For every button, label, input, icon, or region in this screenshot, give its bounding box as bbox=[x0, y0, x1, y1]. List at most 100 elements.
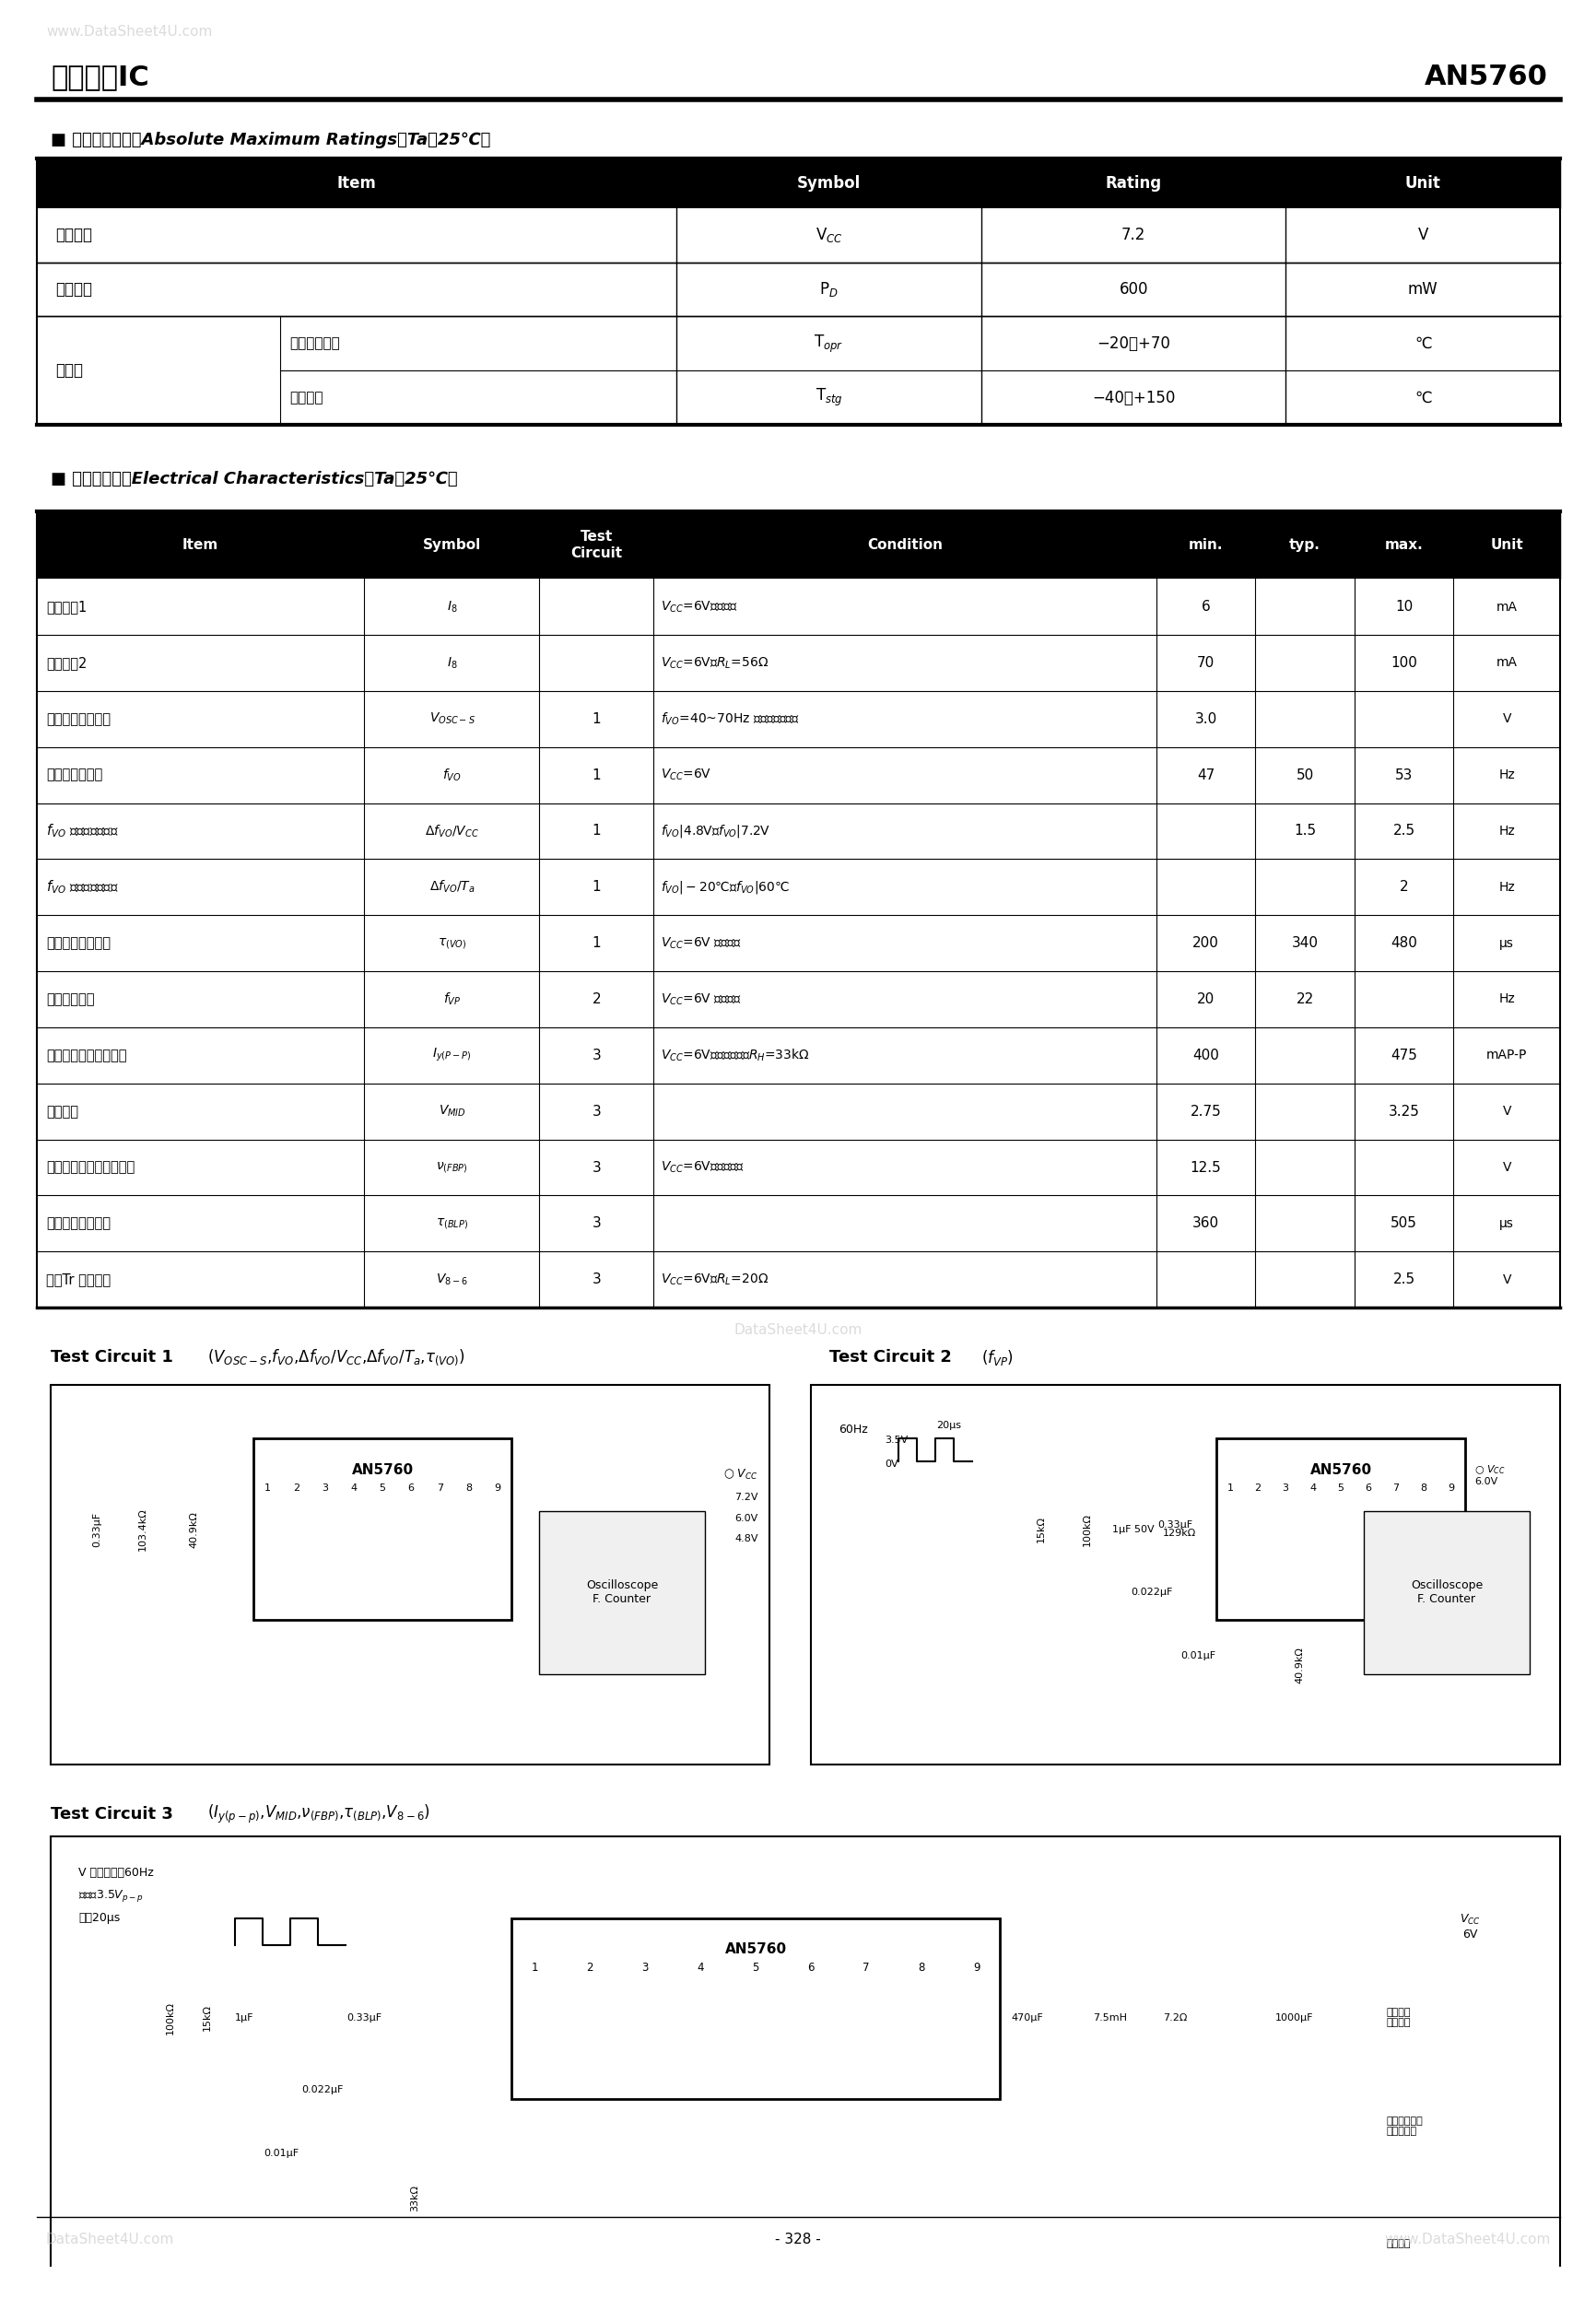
Text: typ.: typ. bbox=[1288, 538, 1320, 552]
Text: 6: 6 bbox=[1365, 1483, 1371, 1492]
Bar bbox=[37, 859, 1559, 915]
Text: Symbol: Symbol bbox=[796, 176, 860, 192]
Text: 帰線消去パルス幅: 帰線消去パルス幅 bbox=[46, 1217, 110, 1231]
Text: 1000μF: 1000μF bbox=[1275, 2012, 1314, 2021]
Bar bbox=[37, 263, 1559, 316]
Text: Unit: Unit bbox=[1404, 176, 1440, 192]
Text: 中点電圧: 中点電圧 bbox=[46, 1104, 78, 1118]
Text: −20～+70: −20～+70 bbox=[1096, 335, 1170, 351]
Text: T$_{opr}$: T$_{opr}$ bbox=[814, 333, 843, 353]
Text: 50: 50 bbox=[1296, 767, 1314, 781]
Text: 1: 1 bbox=[592, 767, 600, 781]
Text: $V_{CC}$=6V 同期状態: $V_{CC}$=6V 同期状態 bbox=[661, 991, 742, 1007]
Text: $f_{VP}$: $f_{VP}$ bbox=[442, 991, 461, 1007]
Text: mA: mA bbox=[1495, 656, 1516, 670]
Text: 動作周囲温度: 動作周囲温度 bbox=[289, 337, 340, 351]
Bar bbox=[37, 511, 1559, 580]
Text: 回路電流1: 回路電流1 bbox=[46, 601, 86, 614]
Text: Symbol: Symbol bbox=[423, 538, 480, 552]
Text: テレビ用IC: テレビ用IC bbox=[51, 62, 148, 90]
Text: ($V_{OSC-S}$,$f_{VO}$,$\Delta f_{VO}/V_{CC}$,$\Delta f_{VO}/T_a$,$\tau_{(VO)}$): ($V_{OSC-S}$,$f_{VO}$,$\Delta f_{VO}/V_{… bbox=[207, 1347, 464, 1368]
Text: 3: 3 bbox=[592, 1104, 600, 1118]
Text: $V_{CC}$=6V，同期状態，$R_H$=33kΩ: $V_{CC}$=6V，同期状態，$R_H$=33kΩ bbox=[661, 1046, 809, 1063]
Text: 15kΩ: 15kΩ bbox=[203, 2005, 212, 2030]
Text: 回路電流2: 回路電流2 bbox=[46, 656, 86, 670]
Text: AN5760: AN5760 bbox=[351, 1465, 413, 1478]
Bar bbox=[37, 316, 1559, 425]
Text: 40.9kΩ: 40.9kΩ bbox=[1294, 1647, 1304, 1684]
Text: 7: 7 bbox=[862, 1961, 870, 1973]
Bar bbox=[254, 1439, 511, 1619]
Text: 9: 9 bbox=[1448, 1483, 1454, 1492]
Text: 3: 3 bbox=[642, 1961, 648, 1973]
Text: 1: 1 bbox=[592, 936, 600, 949]
Text: 470μF: 470μF bbox=[1010, 2012, 1042, 2021]
Text: 垂直引込範囲: 垂直引込範囲 bbox=[46, 993, 94, 1007]
Text: ■ 絶対最大定数／Absolute Maximum Ratings（Ta＝25℃）: ■ 絶対最大定数／Absolute Maximum Ratings（Ta＝25℃… bbox=[51, 132, 490, 148]
Text: P$_D$: P$_D$ bbox=[819, 280, 838, 298]
Text: ■ 電気的特性／Electrical Characteristics（Ta＝25℃）: ■ 電気的特性／Electrical Characteristics（Ta＝25… bbox=[51, 471, 458, 487]
Text: $\Delta f_{VO}/T_a$: $\Delta f_{VO}/T_a$ bbox=[429, 880, 474, 896]
Text: 3.5V: 3.5V bbox=[884, 1437, 908, 1446]
Text: max.: max. bbox=[1384, 538, 1422, 552]
Text: 8: 8 bbox=[1419, 1483, 1427, 1492]
Bar bbox=[37, 746, 1559, 804]
Text: ℃: ℃ bbox=[1414, 335, 1430, 351]
Text: 1: 1 bbox=[592, 880, 600, 894]
Bar bbox=[37, 635, 1559, 691]
Text: AN5760: AN5760 bbox=[1424, 62, 1547, 90]
Text: 振幅：3.5$V_{p-p}$: 振幅：3.5$V_{p-p}$ bbox=[78, 1887, 144, 1903]
Text: 4: 4 bbox=[1309, 1483, 1315, 1492]
Text: 0V: 0V bbox=[884, 1460, 897, 1469]
Text: T$_{stg}$: T$_{stg}$ bbox=[814, 388, 843, 409]
Text: 400: 400 bbox=[1192, 1049, 1218, 1063]
Text: 垂直出力パルス幅: 垂直出力パルス幅 bbox=[46, 936, 110, 949]
Text: フライバック
パルス振幅: フライバック パルス振幅 bbox=[1385, 2116, 1422, 2137]
Text: 6: 6 bbox=[1200, 601, 1210, 614]
Text: Hz: Hz bbox=[1497, 825, 1515, 839]
Text: 2.5: 2.5 bbox=[1392, 1273, 1414, 1287]
Text: μs: μs bbox=[1499, 938, 1513, 949]
Text: $I_8$: $I_8$ bbox=[447, 598, 456, 614]
Text: 200: 200 bbox=[1192, 936, 1218, 949]
Bar bbox=[539, 1511, 704, 1675]
Text: 20μs: 20μs bbox=[937, 1421, 961, 1430]
Text: 0.33μF: 0.33μF bbox=[346, 2012, 381, 2021]
Text: 7: 7 bbox=[436, 1483, 444, 1492]
Text: 6: 6 bbox=[808, 1961, 814, 1973]
Text: Item: Item bbox=[337, 176, 377, 192]
Text: 幅：20μs: 幅：20μs bbox=[78, 1913, 120, 1924]
Text: DataSheet4U.com: DataSheet4U.com bbox=[46, 2234, 174, 2248]
Text: 1.5: 1.5 bbox=[1293, 825, 1315, 839]
Text: 6: 6 bbox=[407, 1483, 415, 1492]
Text: 1: 1 bbox=[531, 1961, 538, 1973]
Text: 100: 100 bbox=[1390, 656, 1416, 670]
Text: $\Delta f_{VO}/V_{CC}$: $\Delta f_{VO}/V_{CC}$ bbox=[425, 822, 479, 839]
Text: $V_{CC}$=6V，$R_L$=20Ω: $V_{CC}$=6V，$R_L$=20Ω bbox=[661, 1273, 769, 1287]
Text: mAP-P: mAP-P bbox=[1486, 1049, 1526, 1063]
Text: Rating: Rating bbox=[1104, 176, 1160, 192]
Text: 340: 340 bbox=[1291, 936, 1318, 949]
Text: $f_{VO}$ 周囲温度依存度: $f_{VO}$ 周囲温度依存度 bbox=[46, 878, 118, 896]
Text: 9: 9 bbox=[495, 1483, 501, 1492]
Text: 360: 360 bbox=[1192, 1217, 1219, 1231]
Bar bbox=[37, 1252, 1559, 1307]
Text: $V_{CC}$=6V，同期状態: $V_{CC}$=6V，同期状態 bbox=[661, 1160, 744, 1176]
Text: 70: 70 bbox=[1197, 656, 1215, 670]
Text: $V_{CC}$=6V，$R_L$=56Ω: $V_{CC}$=6V，$R_L$=56Ω bbox=[661, 656, 769, 670]
Text: 505: 505 bbox=[1390, 1217, 1416, 1231]
Text: min.: min. bbox=[1187, 538, 1223, 552]
Bar bbox=[51, 1836, 1559, 2310]
Text: 103.4kΩ: 103.4kΩ bbox=[139, 1508, 147, 1550]
Text: $\tau_{(BLP)}$: $\tau_{(BLP)}$ bbox=[436, 1215, 468, 1231]
Text: ℃: ℃ bbox=[1414, 390, 1430, 407]
Text: Hz: Hz bbox=[1497, 880, 1515, 894]
Text: $f_{VO}|-$20℃～$f_{VO}|$60℃: $f_{VO}|-$20℃～$f_{VO}|$60℃ bbox=[661, 878, 790, 896]
Text: −40～+150: −40～+150 bbox=[1092, 390, 1175, 407]
Text: www.DataSheet4U.com: www.DataSheet4U.com bbox=[1384, 2234, 1550, 2248]
Text: 帰線消去
パルス幅: 帰線消去 パルス幅 bbox=[1385, 2007, 1411, 2028]
Text: 10: 10 bbox=[1395, 601, 1412, 614]
Bar bbox=[37, 691, 1559, 746]
Bar bbox=[511, 1917, 999, 2100]
Text: 0.01μF: 0.01μF bbox=[1179, 1652, 1215, 1661]
